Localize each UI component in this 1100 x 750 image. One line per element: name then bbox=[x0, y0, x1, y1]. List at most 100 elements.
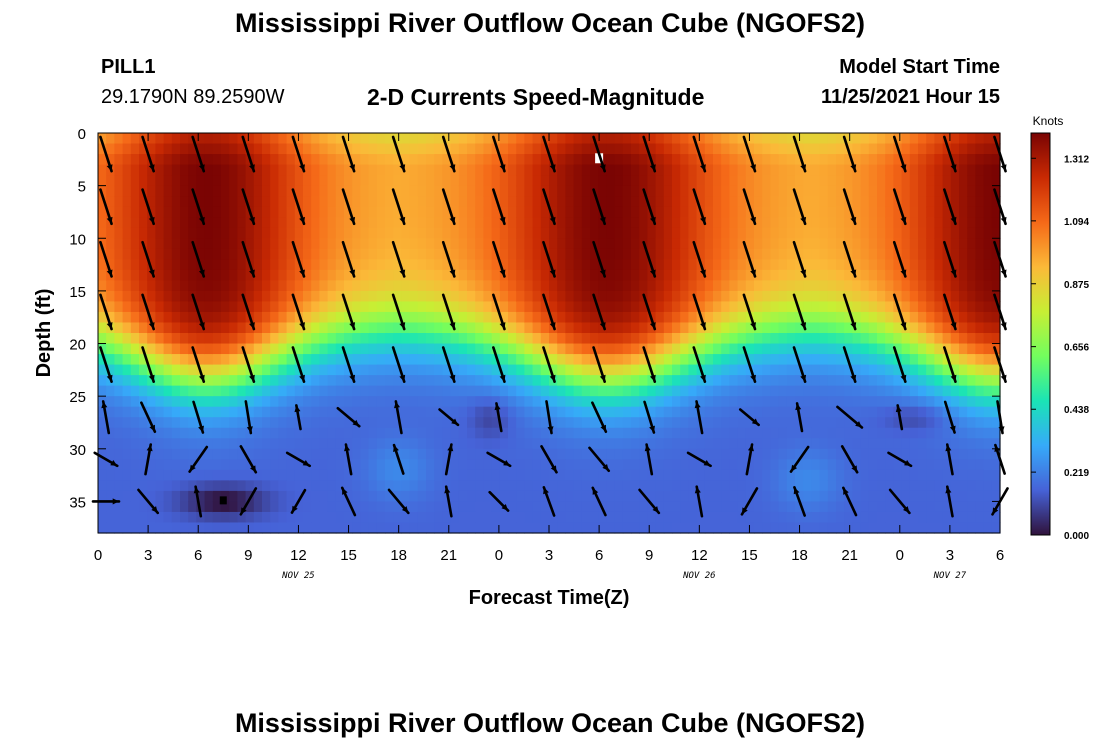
heatmap-cell bbox=[688, 311, 698, 324]
heatmap-cell bbox=[352, 511, 361, 524]
heatmap-cell bbox=[294, 280, 304, 292]
heatmap-cell bbox=[229, 438, 238, 450]
heatmap-cell bbox=[885, 406, 894, 418]
heatmap-cell bbox=[663, 206, 673, 218]
heatmap-cell bbox=[565, 185, 575, 197]
heatmap-cell bbox=[877, 375, 886, 387]
heatmap-cell bbox=[319, 438, 329, 450]
heatmap-cell bbox=[180, 259, 189, 271]
heatmap-cell bbox=[909, 311, 919, 324]
heatmap-cell bbox=[237, 469, 247, 481]
heatmap-cell bbox=[622, 217, 632, 229]
heatmap-cell bbox=[950, 185, 960, 197]
heatmap-cell bbox=[942, 459, 952, 471]
current-vector bbox=[141, 293, 155, 331]
heatmap-cell bbox=[827, 227, 837, 239]
heatmap-cell bbox=[344, 511, 353, 524]
heatmap-cell bbox=[262, 164, 271, 176]
heatmap-cell bbox=[294, 459, 304, 471]
heatmap-cell bbox=[188, 469, 197, 481]
heatmap-cell bbox=[253, 301, 263, 313]
heatmap-cell bbox=[721, 459, 730, 471]
current-vector bbox=[943, 293, 957, 331]
heatmap-cell bbox=[918, 269, 927, 281]
current-vector bbox=[592, 293, 606, 331]
heatmap-cell bbox=[819, 269, 829, 281]
heatmap-cell bbox=[573, 133, 583, 145]
heatmap-cell bbox=[327, 427, 337, 439]
heatmap-cell bbox=[967, 375, 976, 387]
heatmap-cell bbox=[934, 217, 944, 229]
heatmap-cell bbox=[631, 511, 640, 524]
heatmap-cell bbox=[745, 196, 755, 208]
heatmap-cell bbox=[163, 196, 173, 208]
heatmap-cell bbox=[827, 469, 837, 481]
heatmap-cell bbox=[368, 522, 378, 534]
heatmap-cell bbox=[335, 248, 345, 260]
heatmap-cell bbox=[458, 248, 468, 260]
heatmap-cell bbox=[786, 238, 796, 250]
heatmap-cell bbox=[852, 427, 862, 439]
heatmap-cell bbox=[983, 175, 993, 187]
current-vector bbox=[792, 293, 807, 331]
heatmap-cell bbox=[663, 238, 673, 250]
heatmap-cell bbox=[967, 511, 976, 524]
heatmap-cell bbox=[926, 248, 935, 260]
heatmap-cell bbox=[827, 364, 837, 376]
heatmap-cell bbox=[335, 333, 345, 345]
heatmap-cell bbox=[967, 311, 976, 324]
heatmap-cell bbox=[401, 333, 411, 345]
heatmap-cell bbox=[532, 469, 542, 481]
heatmap-cell bbox=[721, 448, 730, 460]
heatmap-cell bbox=[532, 480, 542, 492]
heatmap-cell bbox=[508, 417, 517, 429]
heatmap-cell bbox=[663, 143, 673, 155]
heatmap-cell bbox=[204, 354, 214, 366]
heatmap-cell bbox=[877, 501, 886, 513]
heatmap-cell bbox=[704, 301, 714, 313]
heatmap-cell bbox=[975, 154, 985, 166]
heatmap-cell bbox=[950, 501, 960, 513]
heatmap-cell bbox=[417, 396, 427, 408]
heatmap-cell bbox=[737, 196, 747, 208]
heatmap-cell bbox=[524, 269, 534, 281]
heatmap-cell bbox=[737, 164, 747, 176]
colorbar-bar bbox=[1030, 132, 1051, 536]
heatmap-cell bbox=[762, 406, 771, 418]
heatmap-cell bbox=[352, 427, 361, 439]
heatmap-cell bbox=[606, 196, 616, 208]
heatmap-cell bbox=[885, 290, 894, 303]
heatmap-cell bbox=[426, 227, 435, 239]
heatmap-cell bbox=[901, 511, 911, 524]
heatmap-cell bbox=[458, 522, 468, 534]
heatmap-cell bbox=[426, 259, 435, 271]
heatmap-cell bbox=[983, 343, 993, 355]
heatmap-cell bbox=[549, 196, 558, 208]
heatmap-cell bbox=[704, 343, 714, 355]
heatmap-cell bbox=[786, 396, 796, 408]
heatmap-cell bbox=[672, 290, 681, 303]
heatmap-cell bbox=[598, 133, 607, 145]
heatmap-cell bbox=[565, 522, 575, 534]
heatmap-cell bbox=[245, 385, 255, 397]
current-vector bbox=[692, 188, 707, 226]
heatmap-cell bbox=[877, 143, 886, 155]
heatmap-cell bbox=[335, 406, 345, 418]
heatmap-cell bbox=[508, 217, 517, 229]
heatmap-cell bbox=[286, 196, 296, 208]
heatmap-cell bbox=[827, 511, 837, 524]
x-tick-label: 3 bbox=[144, 547, 152, 564]
heatmap-cell bbox=[688, 185, 698, 197]
heatmap-cell bbox=[163, 427, 173, 439]
heatmap-cell bbox=[901, 364, 911, 376]
heatmap-cell bbox=[327, 522, 337, 534]
heatmap-cell bbox=[573, 459, 583, 471]
heatmap-cell bbox=[950, 459, 960, 471]
heatmap-cell bbox=[934, 375, 944, 387]
heatmap-cell bbox=[918, 354, 927, 366]
heatmap-cell bbox=[368, 248, 378, 260]
heatmap-cell bbox=[590, 354, 599, 366]
heatmap-cell bbox=[918, 164, 927, 176]
heatmap-cell bbox=[401, 438, 411, 450]
heatmap-cell bbox=[590, 417, 599, 429]
